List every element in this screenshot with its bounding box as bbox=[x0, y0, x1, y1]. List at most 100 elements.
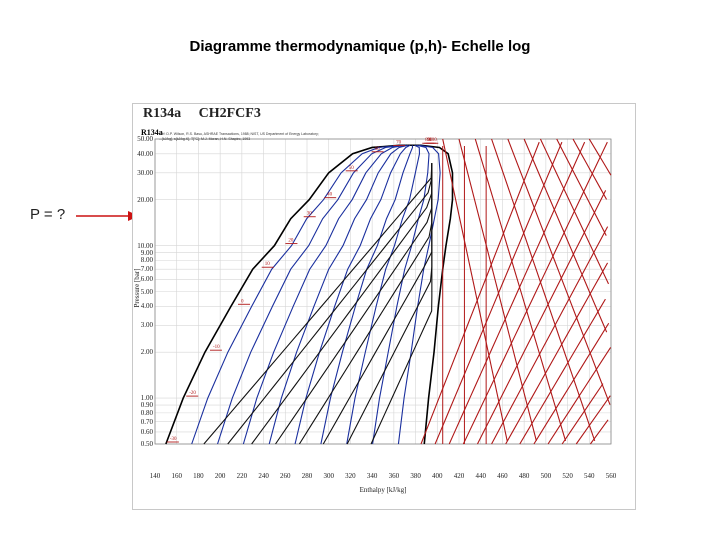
superheat-isentrope bbox=[533, 322, 610, 445]
superheat-isotherm bbox=[458, 138, 537, 442]
superheat-isentrope bbox=[589, 419, 609, 445]
reference-note: Ref: D.P. Wilson, R.S. Basu, ASHRAE Tran… bbox=[159, 132, 319, 141]
x-tick-label: 440 bbox=[475, 472, 486, 480]
x-tick-label: 200 bbox=[214, 472, 226, 480]
x-tick-label: 300 bbox=[323, 472, 334, 480]
superheat-isotherm bbox=[572, 138, 608, 200]
superheat-isotherm bbox=[556, 138, 607, 236]
y-tick-label: 5.00 bbox=[140, 287, 153, 296]
temperature-label: 90 bbox=[427, 138, 433, 143]
x-tick-label: 280 bbox=[301, 472, 313, 480]
x-tick-label: 340 bbox=[366, 472, 378, 480]
y-tick-label: 2.00 bbox=[140, 348, 153, 357]
x-tick-label: 500 bbox=[540, 472, 552, 480]
temperature-label: 0 bbox=[241, 299, 244, 304]
y-tick-label: 0.60 bbox=[140, 427, 153, 436]
ph-diagram: -30 -20 -10 0 10 20 30 40 50 60 70 80 90 100 R134a CH… bbox=[132, 103, 636, 510]
arrow-icon bbox=[76, 211, 139, 221]
isentrope-line bbox=[370, 163, 433, 445]
temperature-label: 60 bbox=[375, 147, 381, 152]
y-tick-label: 0.50 bbox=[140, 440, 153, 448]
y-tick-label: 30.00 bbox=[137, 168, 153, 177]
y-tick-label: 1.00 bbox=[140, 394, 153, 403]
y-axis-label: Pressure [bar] bbox=[133, 268, 141, 308]
x-tick-label: 320 bbox=[345, 472, 356, 480]
refrigerant-formula: CH2FCF3 bbox=[198, 106, 261, 121]
x-tick-label: 560 bbox=[605, 472, 617, 480]
x-tick-label: 140 bbox=[149, 472, 161, 480]
y-tick-label: 50.00 bbox=[137, 135, 153, 143]
x-tick-label: 220 bbox=[236, 472, 248, 480]
x-tick-label: 380 bbox=[410, 472, 421, 480]
quality-line bbox=[294, 144, 411, 445]
x-tick-label: 420 bbox=[453, 472, 465, 480]
temperature-label: 40 bbox=[327, 193, 333, 198]
isentrope-line bbox=[251, 163, 433, 445]
x-tick-label: 480 bbox=[518, 472, 530, 480]
superheat-isotherm bbox=[491, 138, 596, 442]
y-tick-label: 0.80 bbox=[140, 408, 153, 417]
y-tick-label: 10.00 bbox=[137, 241, 153, 250]
temperature-label: -20 bbox=[189, 391, 196, 396]
y-tick-label: 9.00 bbox=[140, 248, 153, 257]
temperature-label: 50 bbox=[349, 166, 355, 171]
refrigerant-sublabel: R134a bbox=[141, 128, 163, 137]
x-axis-label: Enthalpy [kJ/kg] bbox=[359, 486, 407, 494]
superheat-isentrope bbox=[420, 141, 540, 445]
x-tick-label: 180 bbox=[193, 472, 204, 480]
superheat-isotherm bbox=[442, 138, 508, 441]
diagram-header: R134a CH2FCF3 bbox=[143, 106, 275, 122]
isentrope-line bbox=[227, 163, 433, 445]
superheat-isentrope bbox=[476, 190, 607, 445]
superheat-isentrope bbox=[491, 226, 609, 445]
temperature-label: -10 bbox=[213, 345, 220, 350]
superheat-isentrope bbox=[448, 141, 586, 445]
quality-line bbox=[242, 144, 406, 445]
temperature-label: 10 bbox=[265, 262, 271, 267]
y-tick-label: 3.00 bbox=[140, 321, 153, 330]
temperature-label: 80 bbox=[425, 138, 431, 143]
x-tick-label: 160 bbox=[171, 472, 182, 480]
isentrope-line bbox=[346, 163, 433, 445]
quality-line bbox=[397, 144, 441, 445]
quality-line bbox=[346, 144, 421, 445]
superheat-isotherm bbox=[474, 138, 567, 442]
temperature-label: 30 bbox=[307, 212, 313, 217]
pressure-question: P = ? bbox=[30, 206, 66, 223]
slide-title: Diagramme thermodynamique (p,h)- Echelle… bbox=[189, 38, 531, 55]
x-tick-label: 520 bbox=[562, 472, 573, 480]
superheat-isentrope bbox=[505, 262, 609, 445]
x-tick-label: 540 bbox=[584, 472, 595, 480]
quality-line bbox=[268, 144, 409, 445]
y-tick-label: 6.00 bbox=[140, 275, 153, 284]
y-tick-label: 7.00 bbox=[140, 265, 153, 274]
superheat-isentrope bbox=[561, 383, 604, 445]
quality-line bbox=[217, 144, 404, 445]
x-tick-label: 240 bbox=[258, 472, 269, 480]
quality-line bbox=[320, 145, 414, 445]
x-tick-label: 400 bbox=[432, 472, 443, 480]
superheat-isentrope bbox=[575, 395, 611, 445]
temperature-label: 70 bbox=[396, 140, 402, 145]
quality-line bbox=[191, 144, 402, 445]
superheat-isotherm bbox=[539, 138, 610, 285]
temperature-label: 100 bbox=[429, 138, 437, 143]
y-tick-label: 20.00 bbox=[137, 195, 153, 204]
y-tick-label: 0.70 bbox=[140, 417, 153, 426]
isentrope-line bbox=[203, 163, 433, 445]
superheat-isotherm bbox=[588, 138, 612, 176]
plot-area bbox=[154, 138, 612, 445]
superheat-isotherm bbox=[507, 138, 611, 405]
y-tick-label: 0.90 bbox=[140, 401, 153, 410]
superheat-isotherm bbox=[523, 138, 608, 333]
refrigerant-name: R134a bbox=[143, 106, 182, 121]
y-tick-label: 8.00 bbox=[140, 256, 153, 265]
isentrope-line bbox=[275, 163, 433, 445]
y-tick-label: 4.00 bbox=[140, 302, 153, 311]
x-tick-label: 260 bbox=[280, 472, 291, 480]
x-tick-label: 360 bbox=[388, 472, 400, 480]
superheat-isentrope bbox=[519, 298, 606, 445]
isentrope-line bbox=[298, 163, 433, 445]
saturation-dome bbox=[165, 144, 454, 445]
